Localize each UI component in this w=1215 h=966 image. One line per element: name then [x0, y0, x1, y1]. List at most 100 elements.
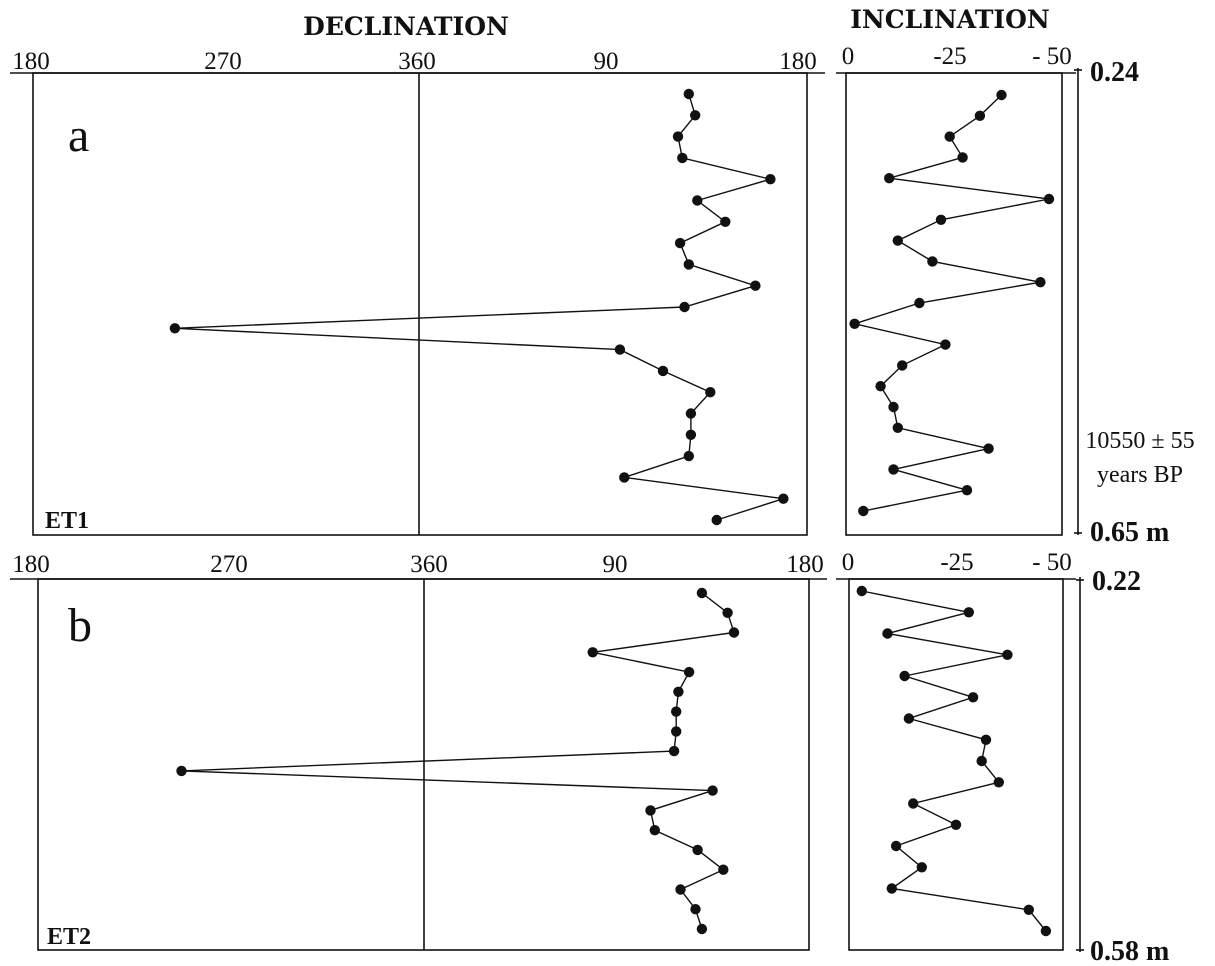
panel-b: 180 270 360 90 180 b ET2 0 -25 - 50 0.22… — [10, 549, 1169, 966]
panel-a-declination-point-5 — [765, 174, 776, 185]
panel-b-declination-point-7 — [671, 706, 682, 717]
panel-a-declination-series — [169, 88, 789, 526]
panel-b-depth-top: 0.22 — [1092, 566, 1141, 597]
panel-a: 180 270 360 90 180 a ET1 0 -25 - 50 0.24… — [10, 43, 1195, 548]
panel-a-declination-point-1 — [683, 88, 694, 100]
panel-a-depth-bottom: 0.65 m — [1090, 517, 1169, 548]
panel-b-declination-point-8 — [671, 726, 682, 737]
inclination-title: INCLINATION — [850, 5, 1050, 34]
panel-a-declination-point-18 — [683, 450, 694, 462]
age-annotation-line-2: years BP — [1097, 462, 1183, 488]
panel-a-declination-point-14 — [657, 365, 669, 377]
panel-a-inclination-point-11 — [914, 297, 925, 309]
panel-a-inclination-point-10 — [1035, 277, 1046, 288]
panel-a-inclination-point-5 — [884, 173, 895, 184]
panel-a-inclination-point-16 — [888, 401, 899, 413]
panel-a-dec-tick-270: 270 — [204, 48, 242, 75]
panel-a-dec-tick-180-right: 180 — [779, 48, 817, 75]
panel-b-dec-tick-270: 270 — [210, 551, 248, 578]
panel-b-declination-point-14 — [692, 844, 703, 856]
panel-b-inclination-series — [856, 585, 1052, 937]
panel-b-declination-point-12 — [645, 805, 656, 816]
panel-b-inc-tick-50: - 50 — [1032, 549, 1072, 576]
panel-b-inc-tick-25: -25 — [940, 549, 973, 576]
panel-b-inclination-point-1 — [856, 585, 867, 597]
panel-b-inclination-point-9 — [976, 755, 987, 767]
panel-a-inc-tick-25: -25 — [933, 43, 966, 70]
panel-b-declination-point-2 — [722, 607, 733, 618]
panel-b-declination-point-18 — [696, 923, 708, 935]
declination-title: DECLINATION — [303, 12, 509, 41]
panel-a-inclination-point-17 — [892, 422, 903, 433]
panel-b-inclination-point-8 — [980, 734, 992, 745]
panel-b-inclination-point-12 — [950, 819, 962, 830]
panel-b-depth-bottom: 0.58 m — [1090, 936, 1169, 966]
panel-a-inc-tick-50: - 50 — [1032, 43, 1072, 70]
panel-a-inclination-point-6 — [1043, 193, 1055, 205]
panel-b-inclination-point-14 — [916, 862, 927, 873]
panel-b-declination-point-4 — [587, 647, 598, 658]
panel-a-declination-frame — [32, 72, 808, 536]
panel-b-dec-tick-180-right: 180 — [786, 551, 824, 578]
panel-b-dec-tick-180-left: 180 — [12, 551, 50, 578]
panel-a-declination-point-17 — [685, 429, 697, 440]
panel-a-declination-point-15 — [705, 387, 716, 398]
panel-a-declination-point-4 — [677, 152, 688, 164]
panel-a-inclination-point-8 — [892, 235, 903, 246]
panel-a-declination-point-3 — [672, 131, 684, 142]
panel-a-inclination-point-19 — [888, 464, 899, 475]
panel-b-inclination-point-3 — [882, 628, 893, 639]
panel-a-inclination-point-14 — [897, 360, 908, 371]
panel-b-declination-point-15 — [718, 864, 729, 875]
panel-a-declination-point-16 — [685, 408, 697, 419]
panel-b-inclination-point-17 — [1040, 925, 1052, 937]
panel-a-declination-point-2 — [690, 110, 701, 121]
panel-a-inclination-point-2 — [974, 110, 986, 122]
panel-b-inclination-point-10 — [993, 777, 1004, 788]
panel-b-inc-tick-0: 0 — [842, 549, 855, 576]
panel-b-inclination-frame — [848, 578, 1064, 951]
panel-a-declination-point-13 — [614, 344, 626, 355]
panel-a-inclination-point-9 — [927, 256, 938, 267]
panel-b-inclination-point-6 — [967, 692, 979, 703]
panel-b-dec-tick-360: 360 — [410, 551, 448, 578]
panel-b-declination-point-13 — [649, 825, 660, 836]
panel-b-declination-point-3 — [728, 627, 740, 638]
panel-a-inclination-point-7 — [935, 214, 947, 225]
panel-b-declination-point-9 — [668, 745, 680, 757]
panel-b-inclination-point-2 — [963, 607, 974, 618]
panel-a-declination-point-20 — [778, 493, 789, 504]
panel-b-inclination-point-5 — [899, 670, 910, 682]
panel-b-inclination-point-11 — [908, 798, 919, 809]
panel-b-inclination-point-16 — [1023, 904, 1034, 915]
panel-a-inc-tick-0: 0 — [842, 43, 855, 70]
panel-b-inclination-line — [861, 590, 1047, 932]
panel-a-inclination-point-15 — [875, 381, 886, 392]
panel-b-inclination-point-4 — [1002, 649, 1013, 660]
panel-a-inclination-line — [851, 94, 1050, 512]
panel-a-core-label: ET1 — [45, 508, 89, 534]
panel-a-inclination-point-12 — [849, 318, 860, 329]
panel-b-declination-point-16 — [675, 884, 686, 895]
panel-a-depth-top: 0.24 — [1090, 57, 1139, 88]
panel-a-declination-point-9 — [683, 259, 694, 270]
panel-b-inclination-point-13 — [890, 840, 902, 852]
panel-b-declination-point-11 — [707, 785, 718, 796]
panel-a-inclination-series — [849, 89, 1055, 517]
panel-a-declination-point-10 — [750, 280, 761, 291]
panel-b-inclination-point-7 — [903, 713, 915, 724]
panel-b-core-label: ET2 — [47, 924, 91, 950]
panel-a-declination-point-6 — [692, 195, 703, 206]
panel-a-declination-point-8 — [674, 237, 686, 249]
panel-b-declination-point-5 — [683, 666, 695, 678]
panel-a-inclination-point-20 — [961, 485, 973, 496]
panel-b-declination-point-1 — [696, 587, 708, 599]
panel-a-dec-tick-90: 90 — [594, 48, 619, 75]
panel-b-declination-series — [176, 587, 740, 935]
panel-a-declination-point-21 — [711, 514, 722, 526]
panel-a-dec-tick-360: 360 — [398, 48, 436, 75]
panel-a-inclination-point-13 — [940, 339, 951, 350]
panel-a-label: a — [68, 109, 89, 162]
panel-b-dec-tick-90: 90 — [603, 551, 628, 578]
panel-b-inclination-point-15 — [886, 883, 897, 894]
